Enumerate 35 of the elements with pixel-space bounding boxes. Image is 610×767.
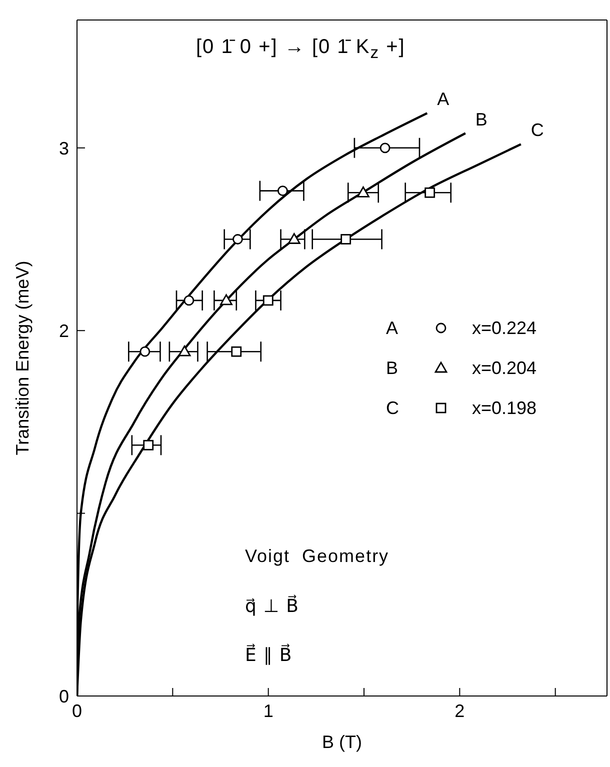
annotation: q⃗ ⊥ B⃗: [245, 596, 300, 617]
point: [340, 234, 352, 244]
point: [288, 233, 300, 244]
annotation: [0 1̄ 0 +] → [0 1̄ K$_{z}$ +]: [196, 36, 406, 63]
text: B: [386, 358, 398, 378]
legend-label: x=0.204: [472, 358, 537, 378]
text: A: [386, 318, 398, 338]
point: [184, 295, 194, 306]
point: [220, 294, 232, 306]
legend-label: x=0.224: [472, 318, 537, 338]
y-tick-label: 0: [58, 686, 69, 706]
annotation: E⃗ ∥ B⃗: [245, 645, 293, 666]
point: [277, 186, 288, 196]
legend-label: x=0.198: [472, 398, 537, 418]
x-axis-title: B (T): [322, 732, 362, 752]
annotation: Voigt Geometry: [245, 546, 390, 567]
x-tick-label: 2: [454, 700, 465, 721]
point: [143, 440, 154, 450]
y-axis-title: Transition Energy (meV): [12, 260, 32, 456]
y-tick-label: 3: [58, 138, 69, 158]
series-label: A: [437, 89, 450, 110]
point: [262, 295, 274, 306]
x-tick-label: 1: [263, 700, 274, 721]
point: [424, 187, 436, 198]
point: [178, 345, 191, 356]
point: [357, 186, 370, 198]
point: [231, 346, 242, 357]
text: C: [386, 398, 399, 418]
series-label: C: [530, 120, 544, 140]
point: [380, 142, 390, 154]
point: [140, 346, 150, 357]
y-tick-label: 2: [58, 320, 69, 341]
x-tick-label: 0: [72, 700, 82, 721]
series-label: B: [475, 109, 488, 130]
point: [232, 234, 243, 244]
